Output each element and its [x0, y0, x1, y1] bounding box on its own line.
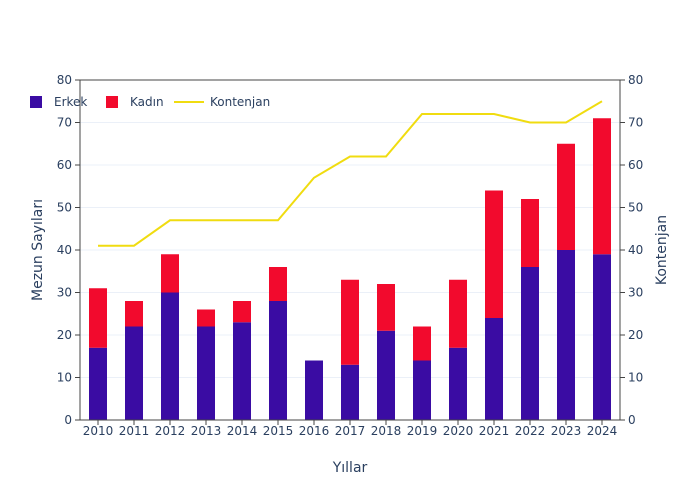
x-tick-label: 2016	[299, 424, 330, 438]
y-axis-title: Mezun Sayıları	[30, 199, 46, 301]
legend-swatch	[30, 96, 42, 108]
y2-tick-label: 30	[628, 286, 643, 300]
bar-kadın-2017[interactable]	[341, 279, 359, 365]
bar-erkek-2016[interactable]	[305, 360, 323, 421]
bar-erkek-2017[interactable]	[341, 364, 359, 420]
y-tick-label: 30	[57, 286, 72, 300]
x-tick-label: 2015	[263, 424, 294, 438]
bar-erkek-2020[interactable]	[449, 347, 467, 420]
y2-tick-label: 60	[628, 158, 643, 172]
x-tick-label: 2024	[587, 424, 618, 438]
bars-layer	[89, 118, 611, 420]
y2-tick-label: 50	[628, 201, 643, 215]
bar-erkek-2015[interactable]	[269, 301, 287, 420]
legend-label: Kadın	[130, 95, 164, 109]
bar-kadın-2022[interactable]	[521, 199, 539, 267]
y2-axis-title: Kontenjan	[654, 215, 670, 285]
x-tick-label: 2010	[83, 424, 114, 438]
bar-erkek-2010[interactable]	[89, 347, 107, 420]
bar-kadın-2011[interactable]	[125, 301, 143, 327]
bar-kadın-2024[interactable]	[593, 118, 611, 255]
legend-label: Erkek	[54, 95, 87, 109]
bar-kadın-2019[interactable]	[413, 326, 431, 361]
x-tick-label: 2019	[407, 424, 438, 438]
legend-item-kadın[interactable]: Kadın	[106, 95, 164, 109]
x-tick-label: 2011	[119, 424, 150, 438]
x-tick-label: 2018	[371, 424, 402, 438]
x-tick-label: 2012	[155, 424, 186, 438]
line-kontenjan[interactable]	[98, 100, 603, 247]
y-tick-label: 70	[57, 116, 72, 130]
y-axis-left-ticks: 0 10 20 30 40 50 60 70 80	[57, 73, 80, 427]
y2-tick-label: 70	[628, 116, 643, 130]
bar-kadın-2014[interactable]	[233, 301, 251, 323]
bar-erkek-2018[interactable]	[377, 330, 395, 420]
legend-swatch	[106, 96, 118, 108]
y-tick-label: 40	[57, 243, 72, 257]
legend-label: Kontenjan	[210, 95, 270, 109]
bar-kadın-2018[interactable]	[377, 284, 395, 331]
bar-erkek-2024[interactable]	[593, 254, 611, 420]
x-axis-ticks: 2010 2011 2012 2013 2014 2015 2016 2017 2018 2019…	[83, 420, 618, 438]
x-tick-label: 2022	[515, 424, 546, 438]
bar-erkek-2021[interactable]	[485, 318, 503, 420]
y-tick-label: 50	[57, 201, 72, 215]
legend-item-erkek[interactable]: Erkek	[30, 95, 87, 109]
bar-kadın-2021[interactable]	[485, 190, 503, 319]
legend[interactable]: Erkek Kadın Kontenjan	[30, 95, 270, 109]
y2-tick-label: 0	[628, 413, 636, 427]
bar-kadın-2020[interactable]	[449, 279, 467, 348]
bar-kadın-2010[interactable]	[89, 288, 107, 348]
legend-item-kontenjan[interactable]: Kontenjan	[174, 95, 270, 109]
y-tick-label: 10	[57, 371, 72, 385]
bar-erkek-2023[interactable]	[557, 250, 575, 420]
line-layer	[98, 100, 603, 247]
bar-kadın-2023[interactable]	[557, 143, 575, 250]
y2-tick-label: 10	[628, 371, 643, 385]
x-tick-label: 2014	[227, 424, 258, 438]
x-tick-label: 2013	[191, 424, 222, 438]
x-tick-label: 2021	[479, 424, 510, 438]
x-axis-title: Yıllar	[332, 460, 368, 476]
y2-tick-label: 80	[628, 73, 643, 87]
y-tick-label: 60	[57, 158, 72, 172]
y-tick-label: 20	[57, 328, 72, 342]
y-tick-label: 80	[57, 73, 72, 87]
bar-kadın-2012[interactable]	[161, 254, 179, 293]
x-tick-label: 2020	[443, 424, 474, 438]
bar-erkek-2012[interactable]	[161, 292, 179, 421]
y2-tick-label: 20	[628, 328, 643, 342]
bar-kadın-2015[interactable]	[269, 267, 287, 301]
y-tick-label: 0	[64, 413, 72, 427]
bar-kadın-2013[interactable]	[197, 309, 215, 327]
y2-tick-label: 40	[628, 243, 643, 257]
bar-erkek-2019[interactable]	[413, 360, 431, 421]
x-tick-label: 2017	[335, 424, 366, 438]
bar-erkek-2014[interactable]	[233, 322, 251, 420]
bar-erkek-2013[interactable]	[197, 326, 215, 421]
bar-erkek-2011[interactable]	[125, 326, 143, 421]
y-axis-right-ticks: 0 10 20 30 40 50 60 70 80	[620, 73, 643, 427]
bar-erkek-2022[interactable]	[521, 267, 539, 420]
x-tick-label: 2023	[551, 424, 582, 438]
